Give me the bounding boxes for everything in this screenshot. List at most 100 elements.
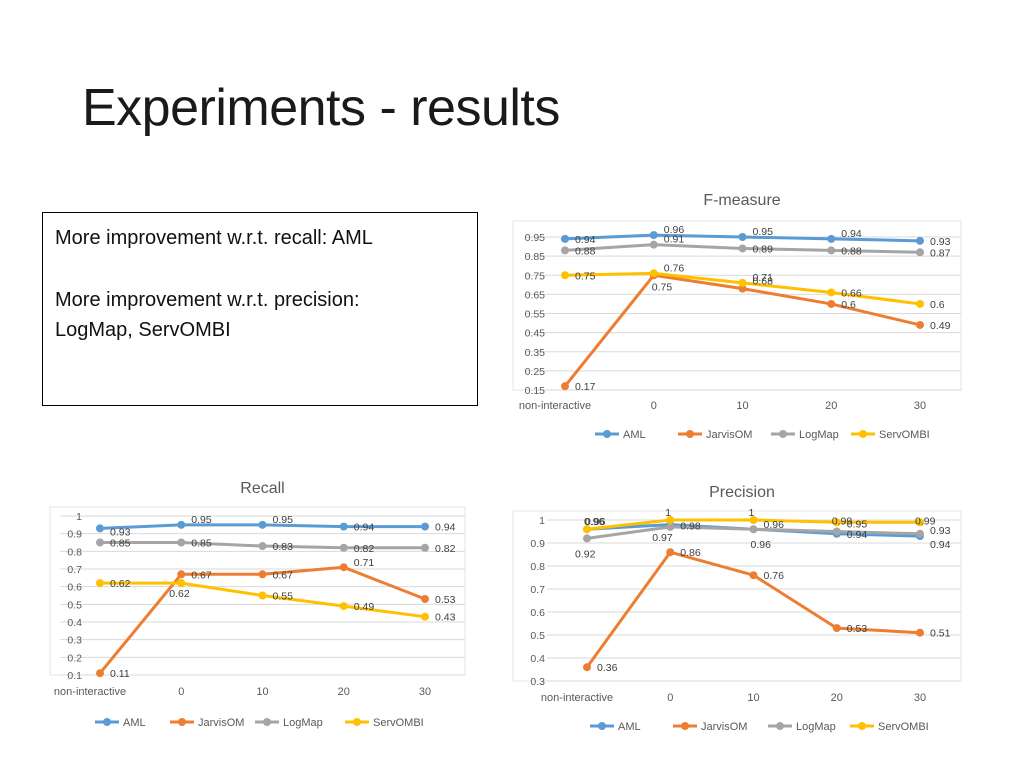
observation-precision: More improvement w.r.t. precision: — [55, 289, 360, 311]
recall-data-label-jarvisom: 0.67 — [273, 569, 294, 581]
recall-point-aml — [96, 524, 104, 533]
precision-point-jarvisom — [749, 571, 758, 580]
recall-legend-label-logmap: LogMap — [283, 717, 323, 729]
fmeasure-data-label-aml: 0.96 — [664, 224, 685, 236]
recall-point-servombi — [96, 579, 104, 588]
precision-point-servombi — [666, 516, 675, 524]
fmeasure-point-aml — [649, 231, 658, 240]
recall-data-label-aml: 0.93 — [110, 526, 131, 538]
precision-data-label-jarvisom: 0.51 — [930, 628, 951, 640]
precision-y-tick-label: 0.6 — [530, 607, 545, 619]
recall-y-tick-label: 0.3 — [67, 635, 82, 647]
fmeasure-x-tick-label: 30 — [914, 400, 926, 412]
observation-recall: More improvement w.r.t. recall: AML — [55, 227, 373, 249]
precision-y-tick-label: 1 — [539, 515, 545, 527]
recall-data-label-jarvisom: 0.67 — [191, 569, 212, 581]
precision-title: Precision — [709, 484, 775, 501]
recall-legend-label-aml: AML — [123, 717, 146, 729]
recall-point-servombi — [258, 591, 267, 600]
precision-series-line-jarvisom — [585, 550, 922, 669]
recall-y-tick-label: 0.6 — [67, 582, 82, 594]
fmeasure-point-aml — [827, 234, 836, 243]
precision-data-label-logmap: 0.97 — [652, 532, 673, 544]
fmeasure-data-label-jarvisom: 0.75 — [652, 281, 673, 293]
precision-data-label-logmap: 0.94 — [930, 539, 951, 551]
recall-data-label-servombi: 0.62 — [169, 588, 190, 600]
fmeasure-x-tick-label: 10 — [736, 400, 748, 412]
recall-data-label-aml: 0.95 — [273, 514, 294, 526]
fmeasure-x-tick-label: 0 — [651, 400, 657, 412]
fmeasure-point-aml — [561, 234, 569, 243]
recall-y-tick-label: 0.4 — [67, 617, 82, 629]
fmeasure-x-tick-label: 20 — [825, 400, 837, 412]
recall-point-logmap — [177, 538, 186, 547]
recall-point-logmap — [96, 538, 104, 547]
fmeasure-data-label-logmap: 0.88 — [575, 245, 596, 257]
slide-title: Experiments - results — [82, 79, 560, 137]
precision-y-tick-label: 0.5 — [530, 630, 545, 642]
fmeasure-data-label-servombi: 0.66 — [841, 287, 862, 299]
fmeasure-point-aml — [916, 236, 924, 245]
precision-data-label-logmap: 0.92 — [575, 548, 596, 560]
fmeasure-data-label-servombi: 0.71 — [753, 272, 774, 284]
fmeasure-point-jarvisom — [916, 320, 924, 329]
recall-data-label-jarvisom: 0.11 — [110, 668, 130, 680]
precision-data-label-logmap: 0.96 — [764, 519, 785, 531]
precision-point-servombi — [749, 516, 758, 524]
precision-point-logmap — [583, 534, 591, 543]
fmeasure-point-servombi — [738, 278, 747, 287]
recall-data-label-jarvisom: 0.71 — [354, 557, 375, 569]
recall-point-servombi — [421, 612, 429, 621]
recall-data-label-logmap: 0.83 — [273, 541, 294, 553]
fmeasure-data-label-logmap: 0.91 — [664, 234, 685, 246]
precision-x-tick-label: 10 — [747, 692, 759, 704]
precision-data-label-servombi: 0.99 — [832, 515, 853, 527]
fmeasure-y-tick-label: 0.75 — [525, 270, 546, 282]
recall-y-tick-label: 1 — [76, 511, 82, 523]
fmeasure-point-aml — [738, 233, 747, 241]
fmeasure-chart: F-measure 0.15 0.25 0.35 0.45 0.55 0.65 0.75 0.8… — [512, 192, 962, 441]
fmeasure-point-logmap — [561, 246, 569, 255]
precision-point-jarvisom — [666, 548, 675, 557]
fmeasure-point-servombi — [561, 271, 569, 280]
fmeasure-legend-marker-logmap — [779, 430, 787, 438]
recall-y-tick-label: 0.5 — [67, 599, 82, 611]
precision-legend-label-jarvisom: JarvisOM — [701, 721, 747, 733]
precision-legend-label-logmap: LogMap — [796, 721, 836, 733]
recall-point-jarvisom — [96, 669, 104, 678]
precision-point-logmap — [832, 527, 841, 536]
precision-data-label-aml: 0.96 — [584, 516, 605, 528]
recall-data-label-logmap: 0.82 — [435, 543, 456, 555]
fmeasure-legend-marker-jarvisom — [686, 430, 694, 438]
precision-legend-marker-servombi — [858, 722, 866, 730]
fmeasure-y-tick-label: 0.65 — [525, 289, 546, 301]
recall-legend-marker-servombi — [353, 718, 361, 726]
recall-data-label-aml: 0.94 — [435, 522, 456, 534]
fmeasure-data-label-aml: 0.94 — [575, 234, 596, 246]
fmeasure-legend-label-servombi: ServOMBI — [879, 429, 930, 441]
recall-point-aml — [258, 520, 267, 529]
fmeasure-point-servombi — [649, 269, 658, 278]
precision-legend-label-servombi: ServOMBI — [878, 721, 929, 733]
recall-point-aml — [339, 522, 348, 531]
precision-x-tick-label: 30 — [914, 692, 926, 704]
precision-data-label-aml: 0.96 — [751, 539, 772, 551]
fmeasure-legend-marker-aml — [603, 430, 611, 438]
recall-data-label-logmap: 0.85 — [191, 538, 212, 550]
fmeasure-data-label-aml: 0.94 — [841, 228, 862, 240]
precision-data-label-servombi: 0.96 — [585, 516, 606, 528]
precision-legend-marker-jarvisom — [681, 722, 689, 730]
fmeasure-data-label-servombi: 0.6 — [930, 299, 945, 311]
fmeasure-x-tick-label: non-interactive — [519, 400, 591, 412]
recall-point-aml — [421, 522, 429, 531]
precision-point-jarvisom — [583, 663, 591, 672]
recall-point-servombi — [177, 579, 186, 588]
precision-data-label-jarvisom: 0.76 — [764, 570, 785, 582]
fmeasure-data-label-servombi: 0.75 — [575, 270, 596, 282]
recall-point-servombi — [339, 602, 348, 611]
precision-data-label-aml: 0.98 — [680, 521, 701, 533]
recall-x-tick-label: 20 — [338, 686, 350, 698]
recall-y-tick-label: 0.1 — [67, 670, 82, 682]
fmeasure-legend-label-aml: AML — [623, 429, 646, 441]
recall-data-label-aml: 0.95 — [191, 514, 212, 526]
